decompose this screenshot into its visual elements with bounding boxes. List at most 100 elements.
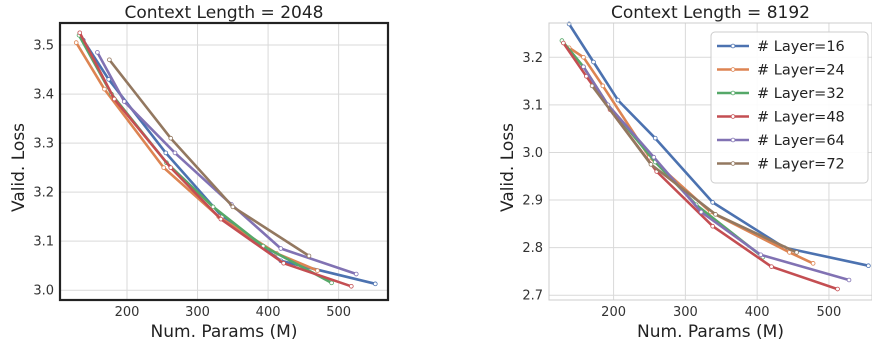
data-point	[581, 64, 586, 70]
x-tick-label: 400	[256, 305, 281, 320]
legend-item: # Layer=16	[717, 39, 845, 55]
series-line-layer-72	[108, 58, 311, 258]
data-point	[230, 204, 236, 210]
y-tick-label: 3.2	[522, 51, 543, 66]
chart-context-2048: 200 300 400 500 3.0 3.1 3.2 3.3 3.4 3.5 Context Le…	[9, 3, 390, 342]
chart-context-8192: 200 300 400 500 2.7 2.8 2.9 3.0 3.1 3.2 Context Le…	[498, 3, 872, 342]
data-point	[349, 283, 354, 289]
x-tick-label: 400	[745, 305, 770, 320]
data-point	[810, 261, 816, 266]
y-tick-label: 3.0	[33, 284, 54, 299]
data-point	[315, 268, 320, 273]
data-point	[106, 77, 111, 82]
legend-item: # Layer=24	[717, 63, 845, 79]
y-tick-label: 3.1	[33, 235, 54, 250]
data-point	[652, 135, 658, 141]
x-axis-label: Num. Params (M)	[637, 322, 784, 342]
legend-item: # Layer=48	[717, 110, 845, 126]
y-tick-label: 3.4	[33, 88, 54, 103]
data-point	[95, 50, 100, 55]
data-point	[112, 96, 117, 102]
y-tick-label: 3.1	[522, 98, 543, 113]
data-point	[218, 216, 224, 222]
data-point	[73, 40, 79, 45]
x-tick-label: 500	[326, 305, 351, 320]
y-tick-label: 3.5	[33, 39, 54, 54]
data-point	[281, 260, 286, 266]
data-point	[651, 154, 657, 160]
data-point	[710, 200, 715, 205]
data-point	[168, 135, 174, 141]
y-axis-label: Valid. Loss	[498, 123, 518, 212]
chart-title: Context Length = 8192	[611, 3, 810, 23]
data-point	[306, 253, 312, 259]
legend-marker	[730, 114, 736, 119]
data-point	[581, 54, 586, 60]
data-point	[168, 165, 174, 170]
plot-background	[60, 23, 388, 300]
y-axis-label: Valid. Loss	[9, 123, 29, 212]
data-point	[787, 250, 792, 255]
chart-title: Context Length = 2048	[125, 3, 324, 23]
x-tick-label: 500	[817, 305, 842, 320]
legend-marker	[730, 67, 736, 72]
legend-box	[710, 31, 869, 184]
series-line-layer-64	[96, 51, 358, 276]
data-point	[77, 30, 83, 36]
legend-marker	[730, 161, 736, 166]
data-point	[648, 162, 654, 167]
y-tick-label: 3.0	[522, 146, 543, 161]
data-point	[172, 150, 178, 156]
y-tick-label: 2.8	[522, 241, 543, 256]
legend-label: # Layer=72	[757, 157, 845, 173]
legend-marker	[730, 43, 736, 49]
data-point	[591, 59, 596, 65]
data-point	[710, 223, 715, 229]
data-point	[698, 209, 704, 215]
data-point	[161, 165, 166, 170]
legend-marker	[730, 137, 736, 143]
data-point	[713, 212, 718, 217]
y-tick-label: 2.9	[522, 194, 543, 209]
y-tick-label: 2.7	[522, 289, 543, 304]
data-point	[121, 99, 127, 104]
data-point	[769, 264, 774, 269]
legend-label: # Layer=64	[757, 133, 845, 149]
x-tick-label: 300	[673, 305, 698, 320]
y-tick-label: 3.3	[33, 137, 54, 152]
data-point	[210, 204, 216, 210]
data-point	[589, 83, 595, 89]
data-point	[278, 246, 284, 251]
data-point	[561, 40, 566, 46]
legend-item: # Layer=64	[717, 133, 845, 149]
data-point	[600, 83, 606, 89]
data-point	[163, 150, 169, 156]
plot-frame	[548, 22, 872, 301]
data-point	[758, 252, 764, 258]
data-point	[107, 57, 112, 63]
legend-item: # Layer=72	[717, 157, 845, 173]
legend-label: # Layer=48	[757, 110, 845, 126]
data-point	[102, 86, 107, 92]
legend: # Layer=16 # Layer=24 # Layer=32 # Layer=48…	[710, 31, 869, 184]
series-line-layer-72	[590, 84, 798, 254]
data-point	[794, 250, 799, 255]
data-point	[835, 286, 840, 292]
legend-item: # Layer=32	[717, 86, 845, 102]
legend-label: # Layer=32	[757, 86, 845, 102]
data-point	[846, 277, 852, 283]
legend-label: # Layer=24	[757, 63, 845, 79]
x-tick-label: 200	[601, 305, 626, 320]
x-axis-label: Num. Params (M)	[151, 322, 298, 342]
legend-marker	[730, 90, 736, 96]
y-tick-label: 3.2	[33, 186, 54, 201]
x-tick-label: 200	[115, 305, 140, 320]
data-point	[373, 281, 378, 287]
data-point	[353, 271, 359, 277]
plot-frame	[58, 21, 390, 302]
series-line-layer-48	[78, 31, 353, 288]
data-point	[866, 263, 871, 269]
legend-label: # Layer=16	[757, 39, 845, 55]
data-point	[329, 280, 334, 286]
